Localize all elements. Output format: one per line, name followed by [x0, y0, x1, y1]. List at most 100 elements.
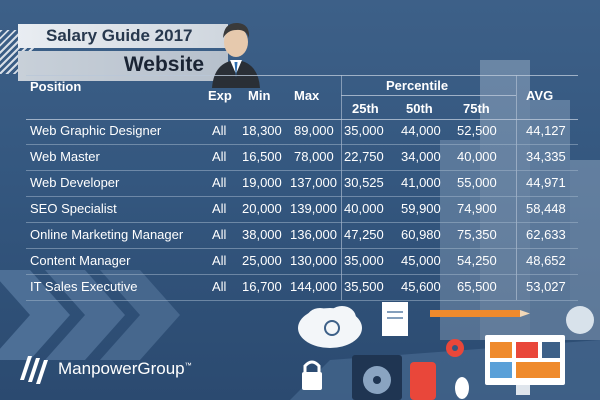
cell-exp: All — [212, 149, 227, 164]
row-divider — [26, 300, 578, 301]
col-header-p75: 75th — [463, 101, 490, 116]
cell-p25: 40,000 — [344, 201, 384, 216]
cell-p25: 35,000 — [344, 123, 384, 138]
page-title: Salary Guide 2017 — [46, 26, 193, 45]
cell-position: Online Marketing Manager — [30, 227, 184, 242]
cell-position: Web Master — [30, 149, 100, 164]
cell-p75: 54,250 — [457, 253, 497, 268]
cell-exp: All — [212, 253, 227, 268]
cell-p50: 45,000 — [401, 253, 441, 268]
cell-exp: All — [212, 227, 227, 242]
cell-max: 137,000 — [290, 175, 337, 190]
cell-exp: All — [212, 175, 227, 190]
subtitle-strip: Website — [18, 51, 228, 81]
cell-max: 144,000 — [290, 279, 337, 294]
mouse-icon — [455, 377, 469, 399]
cell-avg: 58,448 — [526, 201, 566, 216]
manpower-logo: ManpowerGroup™ — [18, 350, 218, 390]
table-row: SEO Specialist All 20,000 139,000 40,000… — [26, 197, 578, 223]
cell-min: 38,000 — [242, 227, 282, 242]
tech-illustration — [290, 302, 600, 400]
salary-table: Position Exp Min Max Percentile 25th 50t… — [26, 75, 578, 301]
cell-avg: 53,027 — [526, 279, 566, 294]
pencil-icon — [430, 310, 530, 317]
table-row: Web Graphic Designer All 18,300 89,000 3… — [26, 119, 578, 145]
cell-min: 16,500 — [242, 149, 282, 164]
cell-position: Web Graphic Designer — [30, 123, 162, 138]
table-row: Web Developer All 19,000 137,000 30,525 … — [26, 171, 578, 197]
cell-p50: 41,000 — [401, 175, 441, 190]
cell-exp: All — [212, 201, 227, 216]
cell-p25: 30,525 — [344, 175, 384, 190]
gear-icon — [446, 339, 464, 357]
businessman-avatar-icon — [212, 22, 260, 88]
cell-p50: 60,980 — [401, 227, 441, 242]
cell-p50: 59,900 — [401, 201, 441, 216]
percentile-underline — [341, 95, 516, 96]
cell-position: SEO Specialist — [30, 201, 117, 216]
cell-p50: 44,000 — [401, 123, 441, 138]
cell-exp: All — [212, 123, 227, 138]
header-bottom-line — [26, 119, 578, 120]
col-header-max: Max — [294, 88, 320, 103]
document-icon — [382, 302, 408, 336]
chevron-arrows-decoration — [0, 270, 180, 360]
cell-position: IT Sales Executive — [30, 279, 138, 294]
cell-p75: 75,350 — [457, 227, 497, 242]
cell-p75: 52,500 — [457, 123, 497, 138]
logo-text: ManpowerGroup™ — [58, 359, 192, 379]
cell-p75: 65,500 — [457, 279, 497, 294]
city-skyline-background — [440, 60, 600, 340]
cell-exp: All — [212, 279, 227, 294]
row-divider — [26, 274, 578, 275]
col-header-p25: 25th — [352, 101, 379, 116]
cell-max: 136,000 — [290, 227, 337, 242]
cell-min: 18,300 — [242, 123, 282, 138]
cell-max: 78,000 — [294, 149, 334, 164]
table-row: Content Manager All 25,000 130,000 35,00… — [26, 249, 578, 275]
row-divider — [26, 144, 578, 145]
manpower-logo-icon — [20, 356, 48, 384]
cell-p75: 74,900 — [457, 201, 497, 216]
cell-avg: 44,971 — [526, 175, 566, 190]
col-header-exp: Exp — [208, 88, 232, 103]
percentile-right-divider — [516, 75, 517, 300]
col-header-min: Min — [248, 88, 271, 103]
cell-p75: 40,000 — [457, 149, 497, 164]
cell-avg: 34,335 — [526, 149, 566, 164]
row-divider — [26, 170, 578, 171]
cell-avg: 48,652 — [526, 253, 566, 268]
cell-max: 130,000 — [290, 253, 337, 268]
header-banner: Salary Guide 2017 Website — [0, 14, 260, 88]
lock-icon — [302, 360, 322, 390]
cell-avg: 62,633 — [526, 227, 566, 242]
cell-p25: 35,500 — [344, 279, 384, 294]
row-divider — [26, 222, 578, 223]
row-divider — [26, 196, 578, 197]
cell-position: Web Developer — [30, 175, 120, 190]
cell-p25: 47,250 — [344, 227, 384, 242]
table-row: IT Sales Executive All 16,700 144,000 35… — [26, 275, 578, 301]
cell-max: 89,000 — [294, 123, 334, 138]
title-strip: Salary Guide 2017 — [18, 24, 228, 48]
cell-max: 139,000 — [290, 201, 337, 216]
harddisk-icon — [352, 355, 402, 400]
cloud-icon — [298, 306, 362, 348]
col-header-percentile: Percentile — [386, 78, 449, 93]
monitor-icon — [485, 335, 565, 395]
header-top-line — [26, 75, 578, 76]
cell-min: 19,000 — [242, 175, 282, 190]
circle-badge-icon — [566, 306, 594, 334]
col-header-p50: 50th — [406, 101, 433, 116]
table-row: Online Marketing Manager All 38,000 136,… — [26, 223, 578, 249]
cell-min: 20,000 — [242, 201, 282, 216]
row-divider — [26, 248, 578, 249]
cell-p25: 22,750 — [344, 149, 384, 164]
page-subtitle: Website — [123, 53, 204, 76]
cell-p75: 55,000 — [457, 175, 497, 190]
col-header-avg: AVG — [526, 88, 554, 103]
cell-position: Content Manager — [30, 253, 131, 268]
storage-card-icon — [410, 362, 436, 400]
trademark-mark: ™ — [184, 362, 192, 370]
